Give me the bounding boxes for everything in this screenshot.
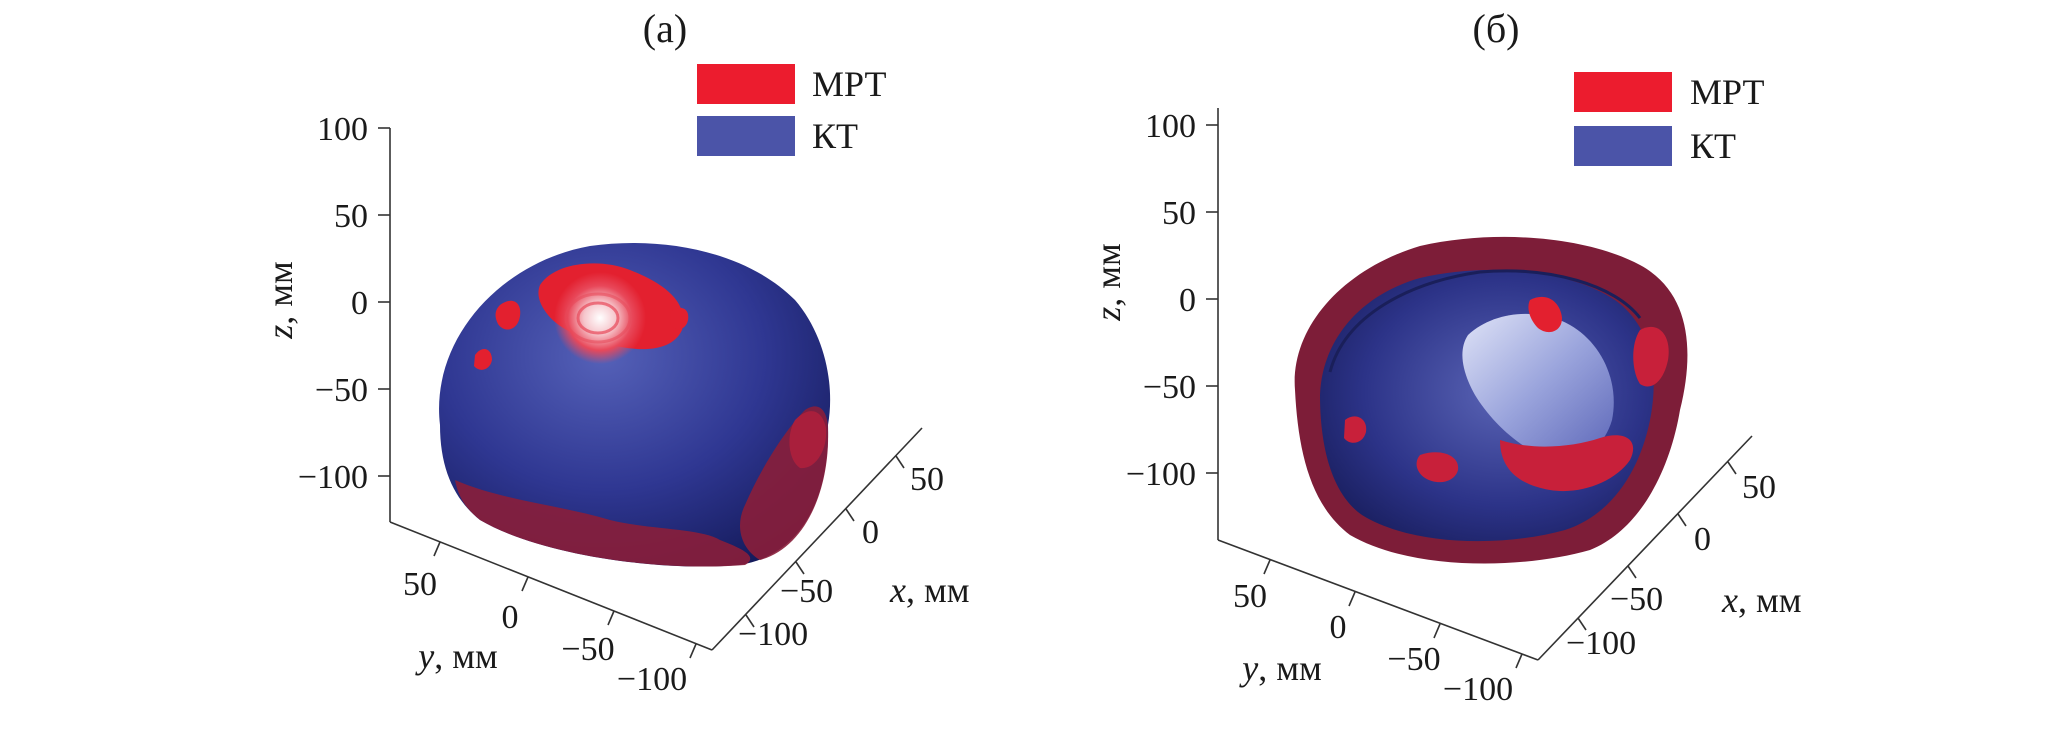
panel-b: (б) МРТ КТ 100 50 0 −50 −100 z, мм: [1088, 6, 1802, 708]
panel-a-mrt-ring: [564, 292, 632, 344]
panel-b-x-axis: 50 0 −50 −100 x, мм: [1537, 435, 1802, 662]
panel-b-x-tick-label: −100: [1566, 625, 1636, 662]
panel-b-y-tick-label: −50: [1387, 641, 1440, 678]
panel-b-legend: МРТ КТ: [1574, 72, 1764, 166]
panel-b-x-tick: [1677, 513, 1687, 527]
panel-b-z-tick-label: 50: [1162, 195, 1196, 232]
panel-b-z-tick-label: −100: [1126, 456, 1196, 493]
panel-b-mrt-patch: [1416, 452, 1459, 483]
panel-a-legend-label-kt: КТ: [812, 116, 858, 156]
panel-b-z-axis-label: z, мм: [1088, 243, 1128, 322]
panel-a-x-axis: 50 0 −50 −100 x, мм: [711, 427, 970, 653]
panel-b-x-tick: [1577, 617, 1587, 631]
panel-b-y-tick-label: −100: [1443, 671, 1513, 708]
panel-b-x-axis-label: x, мм: [1721, 580, 1802, 620]
panel-a-x-tick: [845, 508, 855, 522]
panel-a-legend-swatch-kt: [697, 116, 795, 156]
panel-a-z-tick-label: 100: [317, 111, 368, 148]
panel-b-mrt-patch: [1500, 435, 1634, 492]
panel-a-z-tick-label: −50: [315, 372, 368, 409]
panel-b-mrt-highlight: [1462, 313, 1614, 460]
panel-b-x-tick: [1627, 565, 1637, 579]
panel-b-label: (б): [1473, 6, 1520, 51]
panel-a-y-axis: 50 0 −50 −100 y, мм: [389, 521, 713, 698]
panel-b-z-axis: 100 50 0 −50 −100 z, мм: [1088, 108, 1219, 540]
panel-a-y-tick-label: −50: [561, 631, 614, 668]
panel-a-z-tick-label: −100: [298, 459, 368, 496]
panel-a-mrt-patch: [455, 480, 751, 567]
panel-b-y-tick: [1433, 623, 1441, 639]
panel-b-x-tick-label: 50: [1742, 469, 1776, 506]
panel-a-y-tick: [689, 643, 697, 659]
panel-a-legend-label-mrt: МРТ: [812, 64, 886, 104]
panel-a-mrt-patch: [474, 348, 492, 370]
panel-a-x-tick: [745, 614, 755, 628]
panel-a-label: (а): [643, 6, 687, 51]
panel-a-x-axis-label: x, мм: [889, 570, 970, 610]
panel-a-y-tick-label: −100: [617, 661, 687, 698]
panel-b-x-tick: [1727, 461, 1737, 475]
panel-b-z-tick-label: 100: [1145, 108, 1196, 145]
panel-b-inner-rim-line: [1328, 269, 1642, 373]
panel-a-mrt-patch: [670, 307, 689, 330]
panel-b-legend-swatch-kt: [1574, 126, 1672, 166]
panel-a-y-tick: [607, 610, 615, 626]
panel-a-legend-swatch-mrt: [697, 64, 795, 104]
panel-b-mrt-patch: [1344, 416, 1367, 443]
panel-b-legend-swatch-mrt: [1574, 72, 1672, 112]
panel-a-x-tick: [895, 455, 905, 469]
panel-b-y-axis-label: y, мм: [1239, 648, 1322, 688]
panel-a-x-tick-label: −50: [780, 573, 833, 610]
panel-a-x-tick-label: 0: [862, 514, 879, 551]
panel-a: (а) МРТ КТ 100 50 0 −50 −100 z, мм: [260, 6, 970, 698]
panel-b-mrt-patch: [1633, 326, 1669, 387]
panel-a-x-tick-label: −100: [738, 616, 808, 653]
panel-a-y-tick-label: 0: [502, 599, 519, 636]
panel-a-z-axis: 100 50 0 −50 −100 z, мм: [260, 111, 391, 522]
panel-a-mrt-patch: [789, 411, 827, 469]
panel-b-mrt-patch: [1528, 296, 1562, 333]
panel-a-kt-surface: [439, 242, 831, 567]
panel-b-y-tick: [1515, 653, 1523, 669]
panel-b-y-axis: 50 0 −50 −100 y, мм: [1217, 539, 1539, 708]
panel-b-legend-label-kt: КТ: [1690, 126, 1736, 166]
panel-a-x-tick: [795, 561, 805, 575]
panel-a-z-axis-label: z, мм: [260, 261, 300, 340]
panel-a-y-tick: [521, 576, 529, 592]
panel-b-x-tick-label: −50: [1610, 581, 1663, 618]
panel-a-z-tick-label: 0: [351, 285, 368, 322]
panel-a-y-tick-label: 50: [403, 566, 437, 603]
panel-a-x-tick-label: 50: [910, 461, 944, 498]
panel-a-mrt-ring: [576, 301, 620, 335]
panel-a-legend: МРТ КТ: [697, 64, 886, 156]
panel-a-y-axis-label: y, мм: [415, 636, 498, 676]
panel-b-z-tick-label: 0: [1179, 282, 1196, 319]
panel-a-z-tick-label: 50: [334, 198, 368, 235]
panel-b-x-tick-label: 0: [1694, 521, 1711, 558]
panel-a-y-tick: [433, 541, 441, 557]
panel-b-legend-label-mrt: МРТ: [1690, 72, 1764, 112]
panel-b-y-tick-label: 0: [1330, 609, 1347, 646]
panel-a-mrt-patch: [495, 300, 521, 330]
panel-b-skull-surface: [1294, 236, 1688, 564]
panel-a-mrt-hotspot: [554, 272, 646, 364]
panel-a-skull-surface: [439, 242, 831, 567]
panel-b-y-tick: [1263, 559, 1271, 575]
panel-b-y-tick: [1348, 591, 1356, 607]
panel-b-y-tick-label: 50: [1233, 578, 1267, 615]
panel-b-z-tick-label: −50: [1143, 369, 1196, 406]
